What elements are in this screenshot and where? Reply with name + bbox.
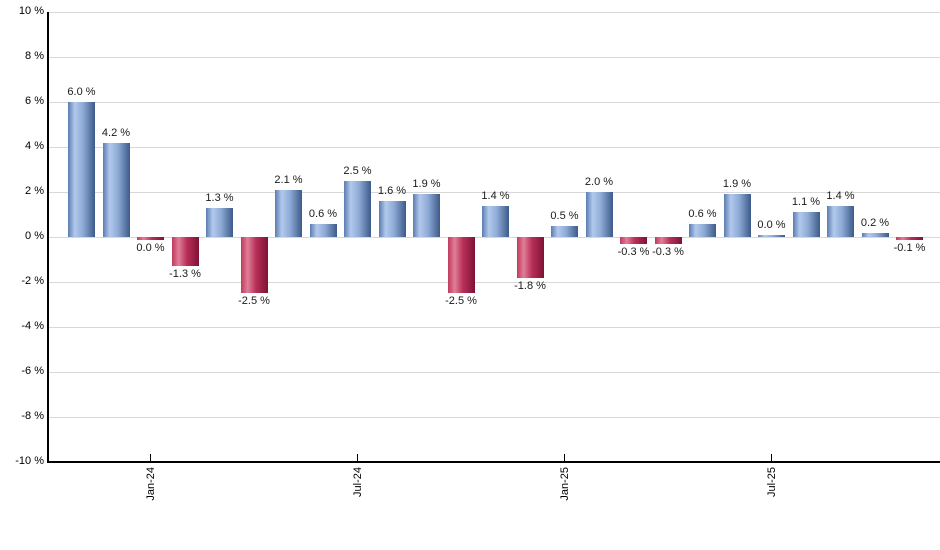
bar xyxy=(654,237,682,244)
bar xyxy=(206,207,233,237)
x-axis-line xyxy=(47,461,940,463)
bar xyxy=(516,237,544,278)
y-axis-tick-label: -2 % xyxy=(21,275,44,287)
bar xyxy=(171,237,199,267)
y-axis-tick-label: -6 % xyxy=(21,365,44,377)
bar-value-label: 0.5 % xyxy=(550,209,579,222)
bar xyxy=(413,194,440,237)
bar xyxy=(620,237,647,244)
bar-value-label: 1.9 % xyxy=(722,178,752,191)
bar xyxy=(240,237,268,294)
bar-value-label: -1.8 % xyxy=(514,279,546,292)
gridline xyxy=(48,236,940,238)
y-axis-tick-label: 2 % xyxy=(25,185,44,197)
bar-value-label: 6.0 % xyxy=(67,86,96,98)
bar-value-label: 0.6 % xyxy=(308,207,338,220)
bar-value-label: 1.6 % xyxy=(377,185,407,197)
bar-value-label: 1.1 % xyxy=(791,196,821,209)
x-axis-tick-label: Jan-24 xyxy=(144,467,157,501)
bar-value-label: 0.0 % xyxy=(757,218,786,231)
bar-value-label: 1.3 % xyxy=(205,191,234,204)
bar-value-label: 2.1 % xyxy=(274,173,303,186)
bar-value-label: 0.0 % xyxy=(136,241,165,254)
gridline xyxy=(48,371,940,373)
bar xyxy=(758,234,785,237)
bar xyxy=(792,212,820,237)
bar-value-label: 0.6 % xyxy=(688,207,717,220)
x-axis-tick xyxy=(150,454,151,462)
gridline xyxy=(48,56,940,58)
y-axis-tick-label: -4 % xyxy=(21,320,44,332)
bar xyxy=(861,232,889,237)
x-axis-tick xyxy=(564,454,565,462)
bar-value-label: -2.5 % xyxy=(445,295,477,308)
bar xyxy=(723,194,751,237)
bar xyxy=(378,201,406,237)
bar xyxy=(896,237,923,240)
y-axis-tick-label: -8 % xyxy=(21,410,44,422)
bar xyxy=(551,225,578,237)
bar-value-label: -0.1 % xyxy=(893,241,926,254)
bar xyxy=(482,205,509,237)
x-axis-tick xyxy=(771,454,772,462)
bar xyxy=(275,189,302,237)
bar-value-label: -2.5 % xyxy=(238,295,270,308)
bar-value-label: 4.2 % xyxy=(101,126,131,139)
y-axis-tick-label: 10 % xyxy=(18,5,44,17)
x-axis-tick xyxy=(357,454,358,462)
bar-value-label: 1.9 % xyxy=(412,178,441,191)
gridline xyxy=(48,191,940,193)
bar-value-label: 1.4 % xyxy=(481,189,510,202)
bar xyxy=(585,192,613,237)
y-axis-tick-label: -10 % xyxy=(15,455,44,467)
y-axis-line xyxy=(47,12,49,462)
gridline xyxy=(48,101,940,103)
bar-value-label: 2.5 % xyxy=(343,164,372,177)
bar-value-label: -1.3 % xyxy=(169,268,201,281)
bar xyxy=(68,102,95,237)
bar xyxy=(137,237,164,240)
bar-value-label: -0.3 % xyxy=(652,245,684,258)
bar-value-label: 0.2 % xyxy=(860,216,890,229)
gridline xyxy=(48,326,940,328)
x-axis-tick-label: Jul-24 xyxy=(351,467,364,497)
bar xyxy=(827,205,854,237)
x-axis-tick-label: Jan-25 xyxy=(558,467,571,501)
bar xyxy=(447,237,475,294)
gridline xyxy=(48,146,940,148)
bar xyxy=(689,223,716,237)
bar-value-label: 2.0 % xyxy=(584,176,614,188)
bar-value-label: -0.3 % xyxy=(617,245,650,258)
y-axis-tick-label: 4 % xyxy=(25,140,44,152)
bar xyxy=(102,142,130,237)
y-axis-tick-label: 0 % xyxy=(25,230,44,242)
gridline xyxy=(48,281,940,283)
gridline xyxy=(48,416,940,418)
x-axis-tick-label: Jul-25 xyxy=(765,467,778,497)
gridline xyxy=(48,11,940,13)
bar xyxy=(344,180,371,237)
bar-value-label: 1.4 % xyxy=(826,189,855,202)
y-axis-tick-label: 8 % xyxy=(25,50,44,62)
y-axis-tick-label: 6 % xyxy=(25,95,44,107)
bar xyxy=(309,223,337,237)
